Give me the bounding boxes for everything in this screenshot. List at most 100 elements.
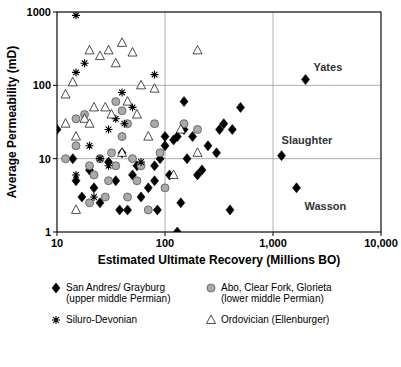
marker-shape: [144, 206, 152, 214]
point: [101, 102, 110, 111]
marker-shape: [207, 284, 215, 292]
marker-shape: [61, 119, 70, 128]
point: [69, 154, 77, 164]
marker-shape: [118, 133, 126, 141]
point: [123, 97, 132, 106]
tick: [53, 158, 57, 159]
marker-shape: [112, 98, 120, 106]
marker-shape: [101, 102, 110, 111]
point: [96, 155, 104, 163]
point: [85, 119, 94, 128]
marker-shape: [144, 183, 152, 193]
marker-shape: [176, 124, 185, 133]
marker-shape: [194, 125, 202, 133]
marker-shape: [292, 183, 300, 193]
marker-shape: [132, 110, 141, 119]
legend-marker: [205, 314, 217, 326]
tick: [53, 12, 57, 13]
point: [118, 88, 126, 96]
marker-shape: [112, 162, 120, 170]
marker-shape: [72, 115, 80, 123]
point: [118, 148, 126, 158]
point: [80, 114, 89, 123]
marker-shape: [72, 68, 80, 76]
marker-shape: [105, 125, 113, 133]
point: [96, 155, 104, 163]
legend-label: Siluro-Devonian: [66, 314, 194, 325]
tick: [381, 232, 382, 236]
marker-shape: [236, 102, 244, 112]
legend-symbol: [207, 315, 216, 324]
point: [89, 102, 98, 111]
tick-label: 1000: [27, 6, 51, 18]
legend-entry: Siluro-Devonian: [50, 314, 194, 326]
point: [183, 154, 191, 164]
point: [198, 165, 206, 175]
point: [220, 119, 228, 129]
point: [161, 132, 169, 142]
point: [116, 205, 124, 215]
point: [95, 51, 104, 60]
tick-label: 1: [45, 226, 51, 238]
marker-shape: [95, 51, 104, 60]
point: [128, 48, 137, 57]
marker-shape: [57, 124, 61, 134]
point: [124, 205, 132, 215]
point: [111, 58, 120, 66]
point: [118, 107, 126, 115]
point: [118, 148, 127, 157]
marker-shape: [107, 110, 116, 119]
marker-shape: [80, 114, 89, 123]
marker-shape: [123, 97, 132, 106]
marker-shape: [213, 148, 221, 158]
marker-shape: [207, 315, 216, 324]
marker-shape: [72, 171, 80, 179]
marker-shape: [62, 155, 70, 163]
marker-shape: [111, 58, 120, 66]
marker-shape: [96, 155, 104, 163]
point: [78, 192, 86, 202]
point: [124, 193, 132, 201]
tick: [53, 85, 57, 86]
point: [112, 176, 120, 186]
point: [72, 115, 80, 123]
point: [72, 132, 81, 141]
marker-shape: [128, 48, 137, 57]
legend-marker: [50, 314, 62, 326]
point: [72, 205, 81, 214]
marker-shape: [137, 80, 146, 89]
point: [292, 183, 300, 193]
marker-shape: [177, 198, 185, 208]
point: [137, 158, 145, 166]
point: [105, 162, 113, 170]
legend-marker: [205, 282, 217, 294]
legend-symbol: [52, 316, 60, 324]
point: [90, 171, 98, 179]
point: [137, 80, 146, 89]
point: [177, 198, 185, 208]
marker-shape: [137, 158, 145, 166]
marker-shape: [104, 45, 113, 54]
point: [193, 45, 202, 54]
point: [86, 199, 94, 207]
marker-shape: [124, 193, 132, 201]
point: [180, 97, 188, 107]
marker-shape: [81, 59, 89, 67]
point: [112, 162, 120, 170]
marker-shape: [124, 205, 132, 215]
annotation: Wasson: [304, 200, 346, 212]
marker-shape: [118, 107, 126, 115]
point: [128, 155, 136, 163]
point: [61, 89, 70, 98]
marker-shape: [96, 155, 104, 163]
marker-shape: [169, 170, 178, 179]
point: [176, 124, 185, 133]
point: [120, 120, 128, 128]
tick-label: 100: [156, 237, 174, 249]
legend-symbol: [207, 284, 215, 292]
point: [144, 132, 153, 141]
point: [228, 124, 236, 134]
grid-line: [273, 12, 274, 232]
points: [57, 12, 310, 232]
legend-entry: San Andres/ Grayburg (upper middle Permi…: [50, 282, 194, 304]
